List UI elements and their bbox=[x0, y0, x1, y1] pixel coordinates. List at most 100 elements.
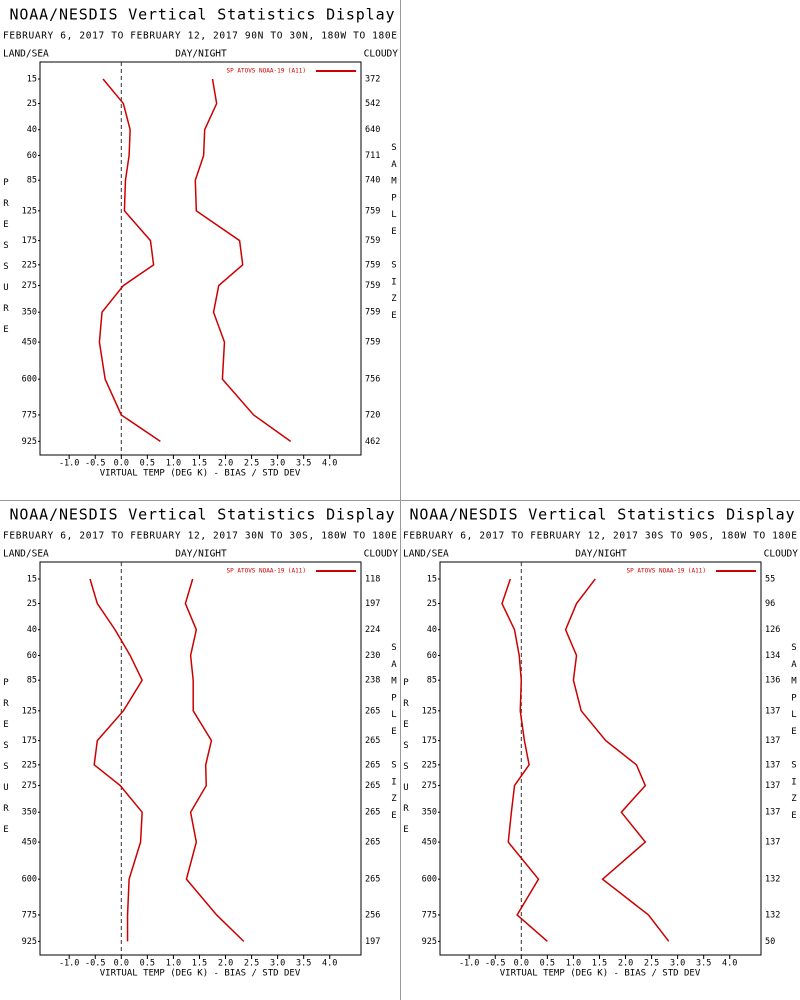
sample-size-label: 134 bbox=[765, 651, 780, 661]
sample-size-label: 759 bbox=[365, 236, 380, 246]
y-tick-label: 85 bbox=[427, 676, 437, 686]
y-tick-label: 600 bbox=[22, 375, 37, 385]
plot-frame bbox=[439, 561, 762, 956]
y-tick-label: 225 bbox=[22, 760, 37, 770]
sample-size-label: 265 bbox=[365, 706, 380, 716]
x-tick-label: 3.0 bbox=[670, 959, 685, 969]
title: NOAA/NESDIS Vertical Statistics Display bbox=[10, 6, 395, 24]
x-tick-label: 3.5 bbox=[296, 459, 311, 469]
y-tick-label: 450 bbox=[422, 838, 437, 848]
x-tick-label: 0.0 bbox=[514, 959, 529, 969]
x-tick-label: 1.0 bbox=[166, 959, 181, 969]
y-tick-label: 125 bbox=[422, 706, 437, 716]
sample-size-label: 137 bbox=[765, 706, 780, 716]
title: NOAA/NESDIS Vertical Statistics Display bbox=[10, 506, 395, 524]
sample-size-label: 132 bbox=[765, 875, 780, 885]
sample-size-label: 126 bbox=[765, 625, 780, 635]
y-tick-label: 175 bbox=[422, 736, 437, 746]
legend-label: SP ATOVS NOAA-19 (A11) bbox=[227, 568, 306, 575]
y-tick-label: 40 bbox=[27, 125, 37, 135]
x-tick-label: 3.0 bbox=[270, 959, 285, 969]
y-tick-label: 450 bbox=[22, 838, 37, 848]
series-line bbox=[89, 578, 143, 942]
x-tick-label: 1.0 bbox=[566, 959, 581, 969]
sample-size-label: 711 bbox=[365, 151, 380, 161]
sample-size-label: 118 bbox=[365, 574, 380, 584]
x-tick-label: 4.0 bbox=[322, 459, 337, 469]
sample-size-label: 372 bbox=[365, 74, 380, 84]
sample-size-label: 265 bbox=[365, 808, 380, 818]
y-tick-label: 60 bbox=[27, 651, 37, 661]
y-tick-label: 85 bbox=[27, 176, 37, 186]
x-tick-label: 1.5 bbox=[592, 959, 607, 969]
sample-size-label: 50 bbox=[765, 937, 775, 947]
subtitle: FEBRUARY 6, 2017 TO FEBRUARY 12, 2017 30… bbox=[3, 531, 397, 542]
y-tick-label: 60 bbox=[427, 651, 437, 661]
sample-size-label: 238 bbox=[365, 676, 380, 686]
x-tick-label: 2.0 bbox=[218, 459, 233, 469]
subtitle: FEBRUARY 6, 2017 TO FEBRUARY 12, 2017 90… bbox=[3, 31, 397, 42]
x-tick-label: 2.5 bbox=[644, 959, 659, 969]
legend-label: SP ATOVS NOAA-19 (A11) bbox=[227, 68, 306, 75]
x-tick-label: -0.5 bbox=[85, 459, 105, 469]
sample-size-label: 137 bbox=[765, 808, 780, 818]
sample-size-label: 265 bbox=[365, 760, 380, 770]
sample-size-label: 136 bbox=[765, 676, 780, 686]
sample-size-label: 224 bbox=[365, 625, 380, 635]
legend-label: SP ATOVS NOAA-19 (A11) bbox=[627, 568, 706, 575]
y-tick-label: 275 bbox=[22, 781, 37, 791]
x-tick-label: 0.0 bbox=[114, 459, 129, 469]
sample-size-label: 137 bbox=[765, 760, 780, 770]
x-tick-label: 0.5 bbox=[140, 959, 155, 969]
x-tick-label: 0.0 bbox=[114, 959, 129, 969]
header: LAND/SEA bbox=[403, 549, 449, 560]
series-line bbox=[184, 578, 245, 942]
header: CLOUDY bbox=[364, 549, 399, 560]
series-line bbox=[564, 578, 670, 942]
y-tick-label: 600 bbox=[422, 875, 437, 885]
header: LAND/SEA bbox=[3, 549, 49, 560]
sample-size-label: 132 bbox=[765, 910, 780, 920]
series-line bbox=[194, 78, 292, 442]
y-tick-label: 40 bbox=[427, 625, 437, 635]
y-tick-label: 60 bbox=[27, 151, 37, 161]
x-tick-label: 0.5 bbox=[140, 459, 155, 469]
sample-size-label: 462 bbox=[365, 437, 380, 447]
y-tick-label: 925 bbox=[22, 937, 37, 947]
y-tick-label: 350 bbox=[422, 808, 437, 818]
series-line bbox=[501, 578, 548, 942]
y-tick-label: 225 bbox=[422, 760, 437, 770]
header: DAY/NIGHT bbox=[175, 549, 227, 560]
x-tick-label: 1.5 bbox=[192, 459, 207, 469]
sample-size-label: 756 bbox=[365, 375, 380, 385]
y-tick-label: 275 bbox=[422, 781, 437, 791]
y-tick-label: 450 bbox=[22, 338, 37, 348]
y-tick-label: 275 bbox=[22, 281, 37, 291]
plot-frame bbox=[39, 61, 362, 456]
x-tick-label: 1.5 bbox=[192, 959, 207, 969]
y-tick-label: 175 bbox=[22, 236, 37, 246]
subtitle: FEBRUARY 6, 2017 TO FEBRUARY 12, 2017 30… bbox=[403, 531, 797, 542]
x-tick-label: 2.5 bbox=[244, 959, 259, 969]
y-tick-label: 15 bbox=[27, 74, 37, 84]
x-tick-label: 3.5 bbox=[296, 959, 311, 969]
sample-size-label: 265 bbox=[365, 736, 380, 746]
x-tick-label: -1.0 bbox=[59, 959, 79, 969]
sample-size-label: 542 bbox=[365, 99, 380, 109]
x-tick-label: 2.0 bbox=[218, 959, 233, 969]
x-tick-label: -0.5 bbox=[485, 959, 505, 969]
x-tick-label: 0.5 bbox=[540, 959, 555, 969]
y-tick-label: 350 bbox=[22, 808, 37, 818]
y-tick-label: 15 bbox=[27, 574, 37, 584]
sample-size-label: 720 bbox=[365, 410, 380, 420]
plot-frame bbox=[39, 561, 362, 956]
y-tick-label: 25 bbox=[427, 599, 437, 609]
x-tick-label: -0.5 bbox=[85, 959, 105, 969]
header: CLOUDY bbox=[364, 49, 399, 60]
title: NOAA/NESDIS Vertical Statistics Display bbox=[410, 506, 795, 524]
header: LAND/SEA bbox=[3, 49, 49, 60]
